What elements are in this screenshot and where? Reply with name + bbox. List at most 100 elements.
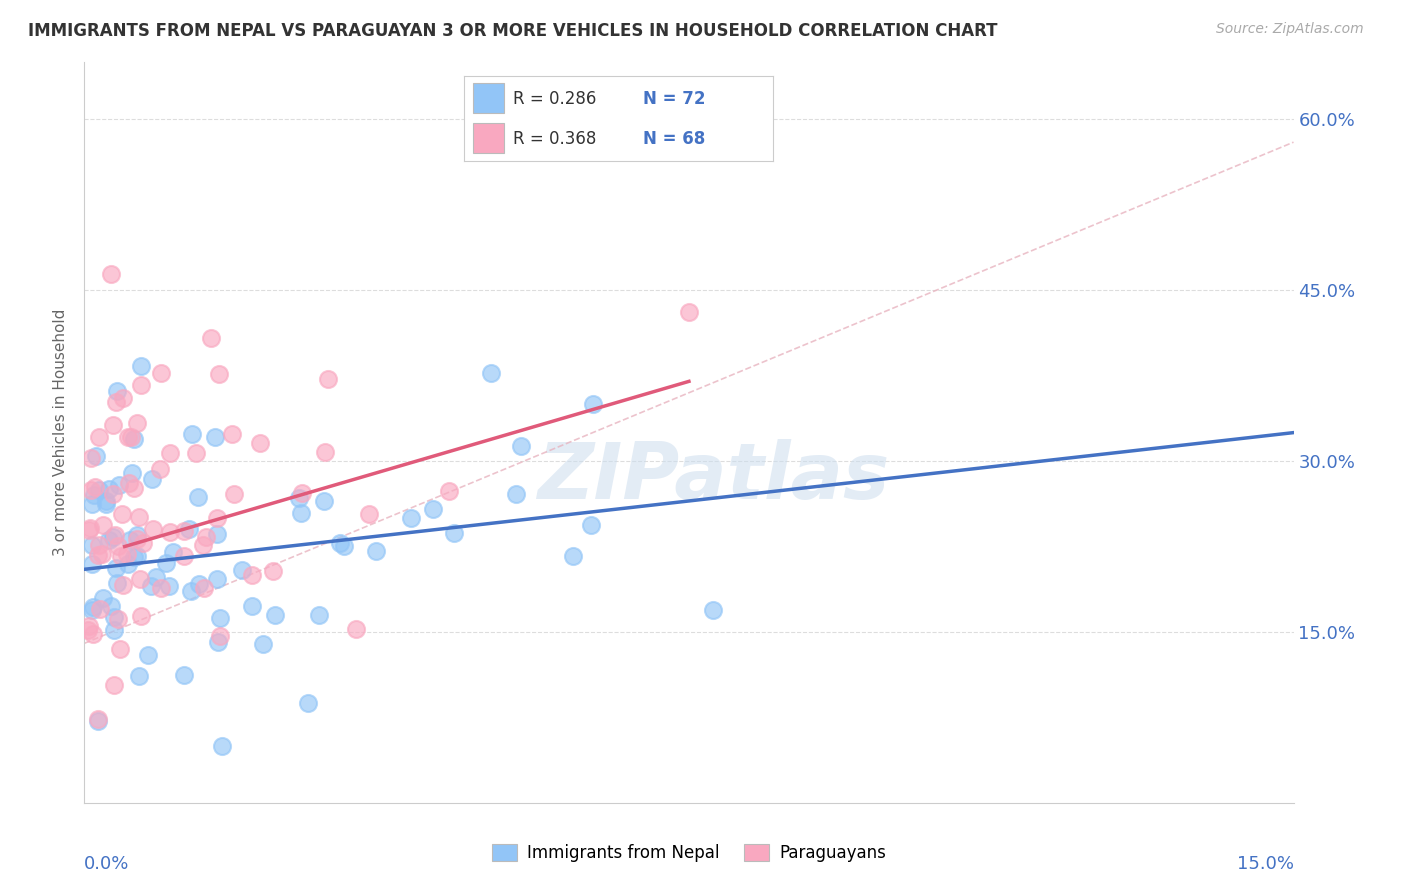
- Point: [127, 532, 149, 546]
- Point: [316, 372, 339, 386]
- Point: [125, 549, 148, 563]
- Point: [103, 530, 125, 544]
- Point: [262, 564, 284, 578]
- Point: [82, 603, 104, 617]
- Text: R = 0.368: R = 0.368: [513, 129, 596, 147]
- Point: [101, 487, 124, 501]
- Point: [84, 480, 107, 494]
- Point: [84, 449, 107, 463]
- Text: Source: ZipAtlas.com: Source: ZipAtlas.com: [1216, 22, 1364, 37]
- Point: [82, 627, 104, 641]
- FancyBboxPatch shape: [474, 84, 505, 113]
- Point: [207, 510, 229, 524]
- Point: [211, 739, 233, 753]
- Point: [332, 539, 354, 553]
- Point: [100, 599, 122, 614]
- Point: [188, 576, 211, 591]
- Point: [91, 591, 114, 606]
- Point: [149, 581, 172, 595]
- Point: [138, 648, 160, 663]
- Point: [129, 608, 152, 623]
- Point: [108, 642, 131, 657]
- Point: [105, 576, 128, 591]
- Point: [314, 494, 336, 508]
- Point: [443, 526, 465, 541]
- Point: [249, 435, 271, 450]
- Point: [479, 366, 502, 380]
- Point: [399, 511, 422, 525]
- Point: [125, 527, 148, 541]
- Point: [80, 450, 103, 465]
- Point: [128, 669, 150, 683]
- Point: [87, 430, 110, 444]
- Point: [204, 430, 226, 444]
- Point: [110, 549, 132, 563]
- Point: [240, 568, 263, 582]
- Point: [110, 507, 132, 521]
- Point: [131, 535, 153, 549]
- Point: [510, 439, 533, 453]
- Point: [157, 579, 180, 593]
- Point: [142, 522, 165, 536]
- Point: [128, 510, 150, 524]
- Point: [108, 478, 131, 492]
- Text: ZIPatlas: ZIPatlas: [537, 439, 889, 515]
- Point: [179, 522, 201, 536]
- Point: [121, 430, 143, 444]
- Point: [702, 603, 724, 617]
- Point: [80, 483, 103, 497]
- Point: [187, 490, 209, 504]
- Point: [131, 359, 153, 374]
- Point: [82, 538, 104, 552]
- Point: [329, 536, 352, 550]
- Point: [439, 483, 461, 498]
- Point: [96, 494, 118, 508]
- Text: IMMIGRANTS FROM NEPAL VS PARAGUAYAN 3 OR MORE VEHICLES IN HOUSEHOLD CORRELATION : IMMIGRANTS FROM NEPAL VS PARAGUAYAN 3 OR…: [28, 22, 998, 40]
- Point: [111, 392, 134, 406]
- Point: [184, 446, 207, 460]
- Point: [205, 572, 228, 586]
- Point: [103, 610, 125, 624]
- Point: [149, 366, 172, 380]
- Point: [173, 549, 195, 563]
- Point: [98, 533, 121, 548]
- Point: [162, 545, 184, 559]
- Point: [422, 502, 444, 516]
- Point: [194, 530, 217, 544]
- Point: [221, 426, 243, 441]
- Point: [87, 714, 110, 728]
- Legend: Immigrants from Nepal, Paraguayans: Immigrants from Nepal, Paraguayans: [485, 837, 893, 869]
- Point: [91, 547, 114, 561]
- Point: [145, 569, 167, 583]
- FancyBboxPatch shape: [474, 123, 505, 153]
- Point: [366, 544, 388, 558]
- Point: [173, 524, 195, 538]
- Point: [103, 623, 125, 637]
- Point: [191, 538, 214, 552]
- Point: [124, 432, 146, 446]
- Point: [344, 622, 367, 636]
- Point: [290, 506, 312, 520]
- Point: [180, 583, 202, 598]
- Point: [128, 572, 150, 586]
- Point: [82, 557, 104, 571]
- Point: [105, 395, 128, 409]
- Point: [101, 417, 124, 432]
- Point: [209, 611, 232, 625]
- Point: [122, 481, 145, 495]
- Point: [357, 507, 380, 521]
- Point: [139, 579, 162, 593]
- Text: N = 68: N = 68: [644, 129, 706, 147]
- Point: [87, 548, 110, 562]
- Point: [83, 488, 105, 502]
- Point: [107, 539, 129, 553]
- Point: [205, 526, 228, 541]
- Point: [105, 384, 128, 398]
- Text: 0.0%: 0.0%: [84, 855, 129, 872]
- Point: [224, 487, 246, 501]
- Point: [77, 623, 100, 637]
- Point: [98, 482, 121, 496]
- Point: [77, 523, 100, 537]
- Point: [155, 556, 177, 570]
- Point: [89, 602, 111, 616]
